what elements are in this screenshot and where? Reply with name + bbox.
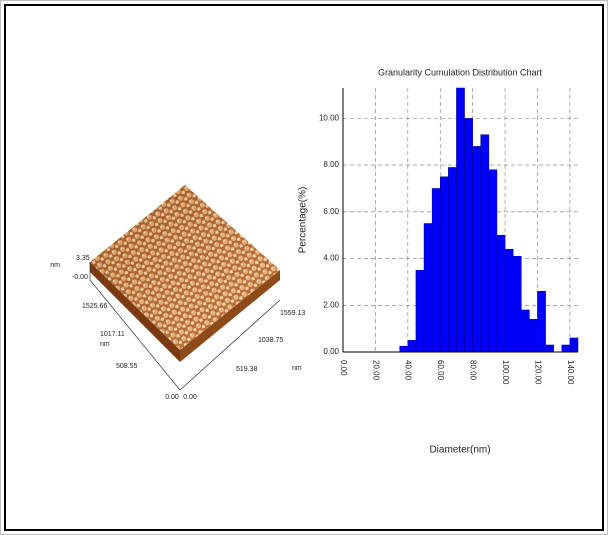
bar bbox=[432, 188, 440, 352]
figure: nm3.35-0.001525.661017.11nm508.550.000.0… bbox=[0, 0, 608, 535]
bar bbox=[408, 340, 416, 352]
afm-label: 1559.13 bbox=[280, 310, 305, 317]
chart-title: Granularity Cumulation Distribution Char… bbox=[378, 67, 543, 77]
x-tick-label: 140.00 bbox=[566, 360, 575, 385]
bar bbox=[529, 319, 537, 352]
bar bbox=[465, 118, 473, 352]
bar bbox=[456, 88, 464, 352]
afm-label: 3.35 bbox=[76, 255, 90, 262]
x-tick-label: 40.00 bbox=[404, 360, 413, 381]
x-tick-label: 20.00 bbox=[371, 360, 380, 381]
bar bbox=[570, 338, 578, 352]
bar bbox=[513, 256, 521, 352]
x-tick-label: 60.00 bbox=[436, 360, 445, 381]
afm-label: 0.00 bbox=[165, 394, 179, 401]
bar bbox=[505, 249, 513, 352]
x-tick-label: 120.00 bbox=[533, 360, 542, 385]
bar bbox=[481, 135, 489, 352]
bar bbox=[400, 346, 408, 352]
y-tick-label: 2.00 bbox=[323, 300, 339, 309]
afm-label: nm bbox=[292, 365, 302, 372]
afm-label: nm bbox=[100, 341, 110, 348]
afm-label: 508.55 bbox=[116, 363, 138, 370]
afm-label: 519.38 bbox=[236, 366, 258, 373]
y-tick-label: 4.00 bbox=[323, 254, 339, 263]
x-tick-label: 0.00 bbox=[339, 360, 348, 376]
afm-label: 1525.66 bbox=[82, 303, 107, 310]
bar bbox=[489, 170, 497, 352]
bar bbox=[440, 177, 448, 352]
bar bbox=[473, 146, 481, 352]
bar bbox=[537, 291, 545, 352]
x-tick-label: 80.00 bbox=[469, 360, 478, 381]
bar bbox=[448, 167, 456, 352]
bar bbox=[562, 345, 570, 352]
y-tick-label: 8.00 bbox=[323, 160, 339, 169]
y-axis-label: Percentage(%) bbox=[298, 187, 309, 254]
afm-label: nm bbox=[50, 262, 60, 269]
afm-image bbox=[90, 185, 280, 390]
y-tick-label: 6.00 bbox=[323, 207, 339, 216]
y-tick-label: 0.00 bbox=[323, 347, 339, 356]
page: {"afm_image": {"labels": ["nm", "3.35", … bbox=[0, 0, 608, 535]
bar bbox=[546, 345, 554, 352]
bar bbox=[424, 224, 432, 352]
bar bbox=[521, 310, 529, 352]
afm-label: 0.00 bbox=[183, 394, 197, 401]
bar bbox=[497, 235, 505, 352]
afm-label: 1038.75 bbox=[258, 337, 283, 344]
afm-label: 1017.11 bbox=[100, 331, 125, 338]
x-tick-label: 100.00 bbox=[501, 360, 510, 385]
y-tick-label: 10.00 bbox=[319, 113, 340, 122]
afm-label: -0.00 bbox=[72, 274, 88, 281]
x-axis-label: Diameter(nm) bbox=[429, 445, 490, 456]
bar bbox=[416, 270, 424, 352]
